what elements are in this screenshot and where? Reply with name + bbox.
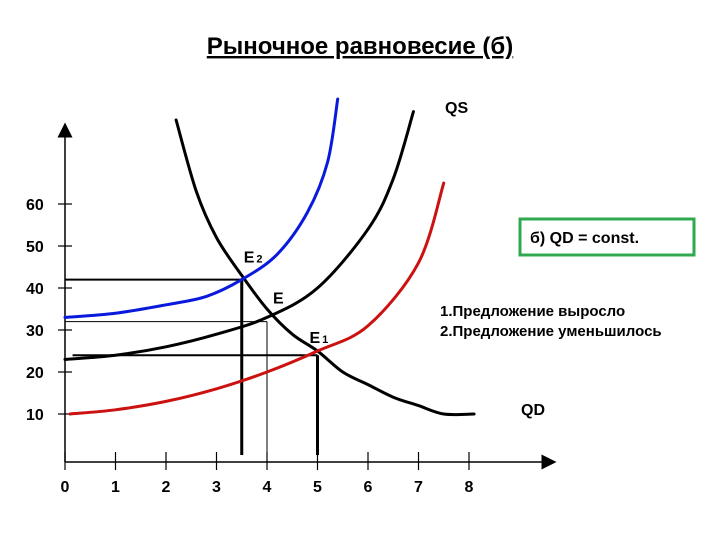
x-tick-label: 2 xyxy=(162,479,171,496)
note-supply-shrank: 2.Предложение уменьшилось xyxy=(440,323,662,340)
x-tick-label: 3 xyxy=(212,479,221,496)
supply-curve-increased xyxy=(63,97,340,319)
supply-curve-decreased xyxy=(68,181,446,416)
supply-curve-qs xyxy=(63,110,415,361)
note-supply-grew: 1.Предложение выросло xyxy=(440,303,625,320)
y-tick-label: 20 xyxy=(26,365,44,382)
qd-label: QD xyxy=(521,402,545,419)
chart-title: Рыночное равновесие (б) xyxy=(207,33,513,60)
y-tick-label: 40 xyxy=(26,281,44,298)
series-lines xyxy=(63,97,476,417)
y-axis-ticks: 10 20 30 40 50 60 xyxy=(26,197,72,424)
x-tick-label: 4 xyxy=(263,479,272,496)
condition-box: б) QD = const. xyxy=(518,217,696,257)
y-tick-label: 60 xyxy=(26,197,44,214)
x-tick-label: 1 xyxy=(111,479,120,496)
condition-box-frame xyxy=(518,217,696,257)
x-tick-label: 8 xyxy=(465,479,474,496)
equilibrium-labels: E E 2 E 1 xyxy=(244,250,329,348)
x-tick-label: 0 xyxy=(61,479,70,496)
x-tick-label: 6 xyxy=(364,479,373,496)
x-tick-label: 5 xyxy=(313,479,322,496)
y-tick-label: 30 xyxy=(26,323,44,340)
condition-box-text: б) QD = const. xyxy=(530,230,639,247)
equilibrium-label: E xyxy=(273,291,284,308)
x-axis-ticks: 0 1 2 3 4 5 6 7 8 xyxy=(61,452,474,496)
qs-label: QS xyxy=(445,100,468,117)
demand-curve-qd xyxy=(174,118,476,417)
x-tick-label: 7 xyxy=(414,479,423,496)
y-tick-label: 50 xyxy=(26,239,44,256)
y-tick-label: 10 xyxy=(26,407,44,424)
